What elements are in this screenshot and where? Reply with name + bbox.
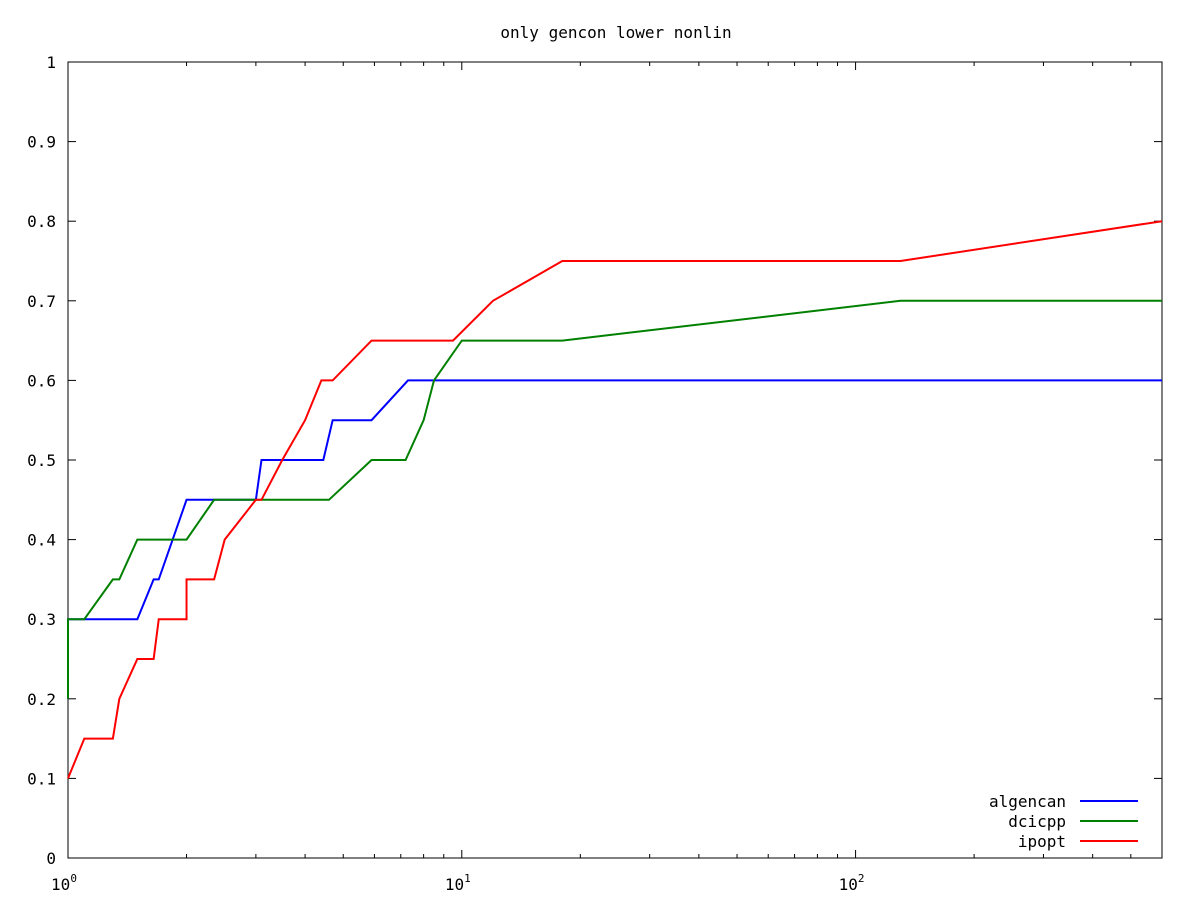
y-axis: 0 0.1 0.2 0.3 0.4 0.5 0.6 0.7 0.8 0.9 1 <box>27 53 1162 868</box>
legend-label-ipopt: ipopt <box>1018 832 1066 851</box>
y-tick-label: 0.2 <box>27 690 56 709</box>
y-tick-label: 0.7 <box>27 292 56 311</box>
series-line-ipopt <box>67 220 1163 779</box>
x-tick-label: 102 <box>839 872 865 894</box>
x-axis: 100 101 102 <box>51 62 1163 894</box>
y-tick-label: 0.9 <box>27 133 56 152</box>
plot-frame <box>67 61 1163 859</box>
legend-label-dcicpp: dcicpp <box>1008 812 1066 831</box>
y-tick-label: 0 <box>46 849 56 868</box>
y-tick-label: 0.5 <box>27 451 56 470</box>
legend-label-algencan: algencan <box>989 792 1066 811</box>
x-tick-label: 100 <box>51 872 77 894</box>
y-tick-label: 0.8 <box>27 212 56 231</box>
y-tick-label: 0.6 <box>27 371 56 390</box>
chart-title: only gencon lower nonlin <box>500 23 731 42</box>
y-tick-label: 0.3 <box>27 610 56 629</box>
series-group <box>67 220 1163 779</box>
y-tick-label: 0.4 <box>27 531 56 550</box>
series-line-algencan <box>67 379 1162 699</box>
y-tick-label: 0.1 <box>27 769 56 788</box>
series-line-dcicpp <box>67 299 1162 699</box>
y-tick-label: 1 <box>46 53 56 72</box>
x-tick-label: 101 <box>445 872 471 894</box>
